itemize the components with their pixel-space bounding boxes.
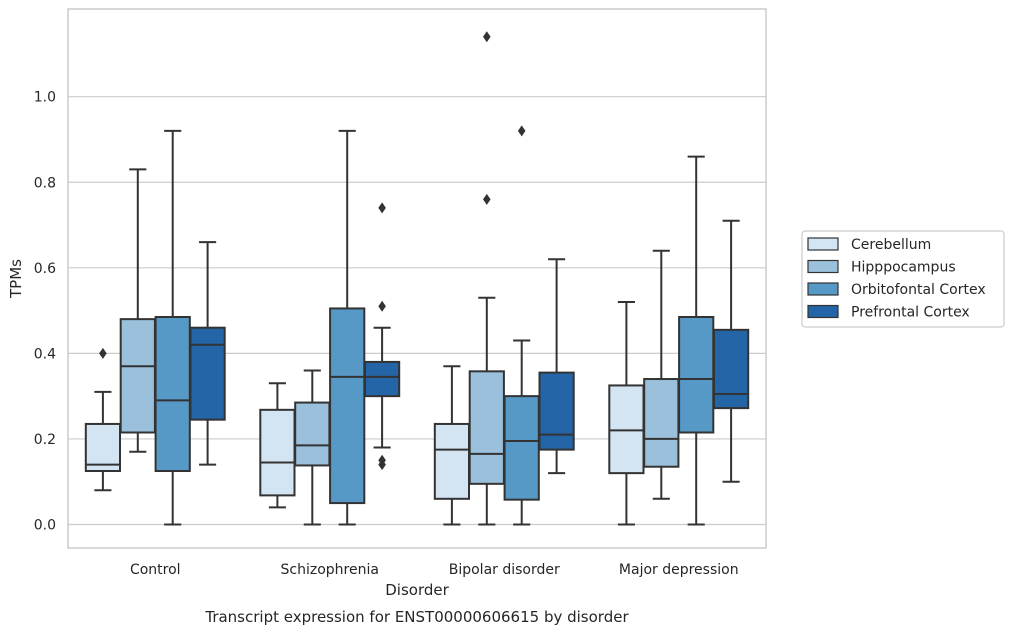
x-axis-ticks: Control Schizophrenia Bipolar disorder Majo… — [130, 562, 739, 578]
box-body — [433, 422, 471, 500]
y-tick-label: 0.0 — [34, 517, 56, 533]
box-cerebellum-major-depression — [608, 301, 645, 526]
y-tick-label: 1.0 — [34, 90, 56, 106]
box-hipppocampus-bipolar-disorder — [468, 31, 505, 526]
y-tick-label: 0.8 — [34, 175, 56, 191]
y-tick-label: 0.4 — [34, 346, 56, 362]
box-body — [503, 395, 540, 501]
legend-item: Hipppocampus — [807, 259, 956, 276]
box-prefrontal-cortex-control — [189, 241, 226, 466]
x-axis-label: Disorder — [385, 581, 449, 599]
legend-item: Prefrontal Cortex — [807, 304, 970, 321]
outlier-point — [378, 202, 386, 214]
y-tick-label: 0.6 — [34, 261, 56, 277]
legend-swatch — [807, 304, 839, 319]
box-body — [189, 326, 226, 421]
y-tick-label: 0.2 — [34, 432, 56, 448]
box-plot-series — [84, 31, 750, 526]
box-cerebellum-schizophrenia — [259, 382, 296, 509]
box-body — [608, 384, 645, 475]
chart-caption: Transcript expression for ENST0000060661… — [204, 608, 629, 626]
box-body — [363, 360, 401, 398]
box-prefrontal-cortex-schizophrenia — [363, 202, 401, 471]
outlier-point — [483, 31, 491, 43]
outlier-point — [378, 300, 386, 312]
box-hipppocampus-control — [119, 168, 156, 453]
legend-label: Cerebellum — [851, 237, 931, 253]
box-body — [643, 378, 680, 468]
box-body — [84, 422, 122, 473]
legend-item: Orbitofontal Cortex — [807, 282, 986, 298]
box-prefrontal-cortex-bipolar-disorder — [538, 258, 575, 475]
box-orbitofontal-cortex-major-depression — [678, 155, 715, 526]
legend-item: Cerebellum — [807, 237, 931, 253]
box-body — [119, 318, 156, 434]
legend-swatch — [807, 237, 839, 251]
y-axis-label: TPMs — [7, 259, 25, 299]
outlier-point — [483, 193, 491, 205]
legend-label: Hipppocampus — [851, 260, 956, 276]
box-cerebellum-control — [84, 347, 122, 492]
box-orbitofontal-cortex-schizophrenia — [329, 129, 366, 526]
box-cerebellum-bipolar-disorder — [433, 365, 471, 526]
plot-frame — [67, 8, 767, 549]
box-prefrontal-cortex-major-depression — [712, 219, 750, 483]
box-body — [329, 307, 366, 505]
y-axis-ticks: 0.0 0.2 0.4 0.6 0.8 1.0 — [34, 90, 56, 534]
x-tick-label: Major depression — [619, 562, 739, 578]
box-body — [259, 408, 296, 497]
legend: Cerebellum Hipppocampus Orbitofontal Corte… — [801, 230, 1005, 328]
box-body — [538, 371, 575, 451]
legend-frame — [801, 230, 1005, 328]
x-tick-label: Control — [130, 562, 181, 578]
box-body — [154, 316, 191, 472]
legend-label: Orbitofontal Cortex — [851, 282, 986, 298]
box-hipppocampus-schizophrenia — [294, 369, 331, 526]
outlier-point — [378, 454, 386, 466]
box-body — [294, 401, 331, 467]
x-tick-label: Schizophrenia — [281, 562, 379, 578]
box-orbitofontal-cortex-control — [154, 129, 191, 526]
legend-swatch — [807, 259, 839, 274]
box-body — [678, 316, 715, 434]
box-orbitofontal-cortex-bipolar-disorder — [503, 125, 540, 526]
x-tick-label: Bipolar disorder — [449, 562, 560, 578]
legend-swatch — [807, 282, 839, 296]
legend-label: Prefrontal Cortex — [851, 305, 970, 321]
box-hipppocampus-major-depression — [643, 249, 680, 500]
outlier-point — [517, 125, 526, 137]
outlier-point — [99, 347, 107, 359]
box-body — [468, 370, 505, 485]
box-body — [712, 328, 750, 410]
